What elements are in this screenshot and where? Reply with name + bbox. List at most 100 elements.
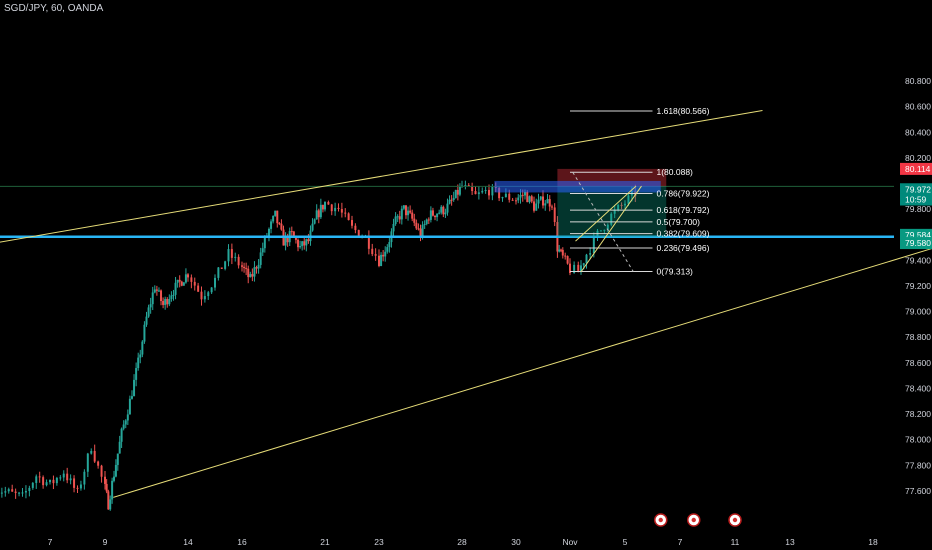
candle-body	[278, 223, 281, 225]
candle-body	[259, 252, 262, 265]
candle-body	[392, 224, 395, 232]
candle-body	[580, 265, 582, 273]
candle-body	[448, 199, 451, 204]
candle-body	[501, 197, 504, 199]
candle-body	[299, 246, 302, 248]
candle-body	[334, 207, 337, 212]
candle-body	[452, 197, 455, 201]
price-axis-tick: 79.000	[905, 307, 931, 317]
candle-body	[488, 190, 490, 196]
time-axis-tick: 7	[678, 537, 683, 547]
candle-body	[128, 398, 131, 415]
candle-body	[380, 254, 383, 266]
candle-body	[454, 189, 457, 198]
candle-body	[190, 277, 193, 282]
candle-body	[137, 357, 140, 369]
candle-body	[458, 186, 461, 195]
candle-body	[515, 200, 517, 202]
candle-body	[407, 210, 410, 216]
time-axis-tick: 7	[48, 537, 53, 547]
candle-body	[599, 230, 602, 232]
candle-body	[272, 215, 275, 222]
price-axis-tick: 79.800	[905, 204, 931, 214]
candle-body	[491, 186, 494, 196]
candle-body	[270, 221, 273, 229]
candle-body	[319, 204, 322, 218]
time-axis-tick: 9	[103, 537, 108, 547]
candle-body	[109, 499, 112, 510]
candle-body	[151, 292, 154, 305]
candle-body	[573, 264, 576, 273]
candle-body	[477, 192, 480, 195]
candle-body	[180, 281, 183, 286]
candle-body	[396, 216, 399, 218]
candle-body	[274, 210, 277, 216]
candle-body	[627, 195, 630, 204]
candle-body	[230, 249, 233, 258]
candle-body	[440, 206, 443, 213]
candle-body	[224, 261, 227, 269]
candle-body	[166, 299, 169, 305]
candle-body	[124, 420, 127, 425]
candle-body	[444, 212, 447, 215]
time-axis[interactable]: 7 9 14 16 21 23 28 30 Nov 5 7 11 13 18	[48, 537, 878, 547]
fib-level-label: 1(80.088)	[657, 167, 694, 177]
candle-body	[402, 205, 405, 209]
candle-body	[526, 192, 529, 203]
fib-level-label: 0.618(79.792)	[657, 205, 710, 215]
candle-body	[357, 230, 360, 238]
candle-body	[606, 224, 609, 230]
candle-body	[243, 266, 246, 269]
candle-body	[551, 206, 553, 208]
candle-body	[4, 491, 7, 493]
candle-body	[263, 236, 266, 249]
candle-body	[0, 492, 3, 494]
candle-body	[38, 476, 41, 478]
candles-layer	[0, 180, 637, 511]
candle-body	[382, 254, 385, 257]
candle-body	[284, 235, 287, 246]
candle-body	[297, 239, 300, 248]
candle-body	[539, 196, 542, 200]
candle-body	[31, 482, 34, 488]
candle-body	[90, 450, 93, 454]
candle-body	[135, 368, 138, 380]
candle-body	[417, 228, 420, 230]
candle-body	[324, 202, 326, 210]
candle-body	[247, 268, 250, 278]
price-axis-tick: 78.200	[905, 409, 931, 419]
candle-body	[49, 479, 51, 483]
candle-body	[315, 210, 318, 220]
candle-body	[471, 185, 474, 192]
price-axis-tick: 79.400	[905, 255, 931, 265]
candle-body	[436, 213, 439, 218]
candle-body	[105, 483, 108, 492]
candle-body	[450, 199, 453, 201]
price-axis-tick: 80.800	[905, 76, 931, 86]
candle-body	[73, 478, 76, 488]
candle-body	[374, 254, 377, 256]
candle-body	[120, 428, 123, 442]
candle-body	[153, 289, 156, 293]
candle-body	[613, 209, 616, 214]
candle-body	[251, 274, 254, 277]
candle-body	[18, 492, 21, 494]
price-axis-tick: 80.400	[905, 127, 931, 137]
candle-body	[386, 247, 389, 252]
candle-body	[617, 204, 620, 210]
candle-body	[548, 199, 551, 207]
fib-trend-line	[572, 171, 634, 272]
price-tag-label: 79.972	[905, 184, 931, 194]
candle-body	[155, 289, 158, 291]
candle-body	[210, 287, 213, 293]
candle-body	[197, 285, 200, 292]
candle-body	[107, 491, 110, 510]
candle-body	[351, 220, 353, 226]
candle-body	[400, 208, 403, 220]
candle-body	[66, 473, 69, 481]
candle-body	[610, 213, 613, 225]
candle-body	[521, 194, 524, 196]
candle-body	[55, 477, 58, 484]
price-axis-tick: 78.600	[905, 358, 931, 368]
